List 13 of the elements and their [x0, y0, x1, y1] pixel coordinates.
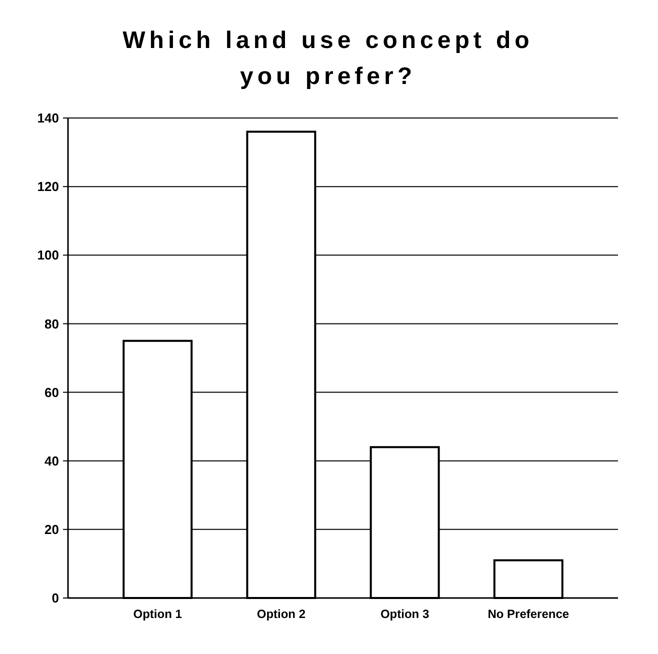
- x-tick-label: Option 2: [256, 607, 306, 621]
- y-tick-label: 80: [44, 316, 59, 332]
- y-tick-label: 100: [37, 248, 59, 263]
- x-tick-label: Option 3: [380, 607, 430, 621]
- y-tick-label: 0: [52, 590, 59, 606]
- y-tick-label: 40: [44, 453, 59, 468]
- x-tick-label: No Preference: [488, 607, 570, 621]
- x-tick-label: Option 1: [133, 607, 182, 621]
- y-tick-label: 140: [37, 110, 59, 126]
- y-tick-label: 120: [37, 179, 59, 194]
- y-tick-label: 60: [44, 384, 59, 400]
- chart-title: Which land use concept do you prefer?: [122, 27, 534, 90]
- y-tick-label: 20: [44, 522, 59, 537]
